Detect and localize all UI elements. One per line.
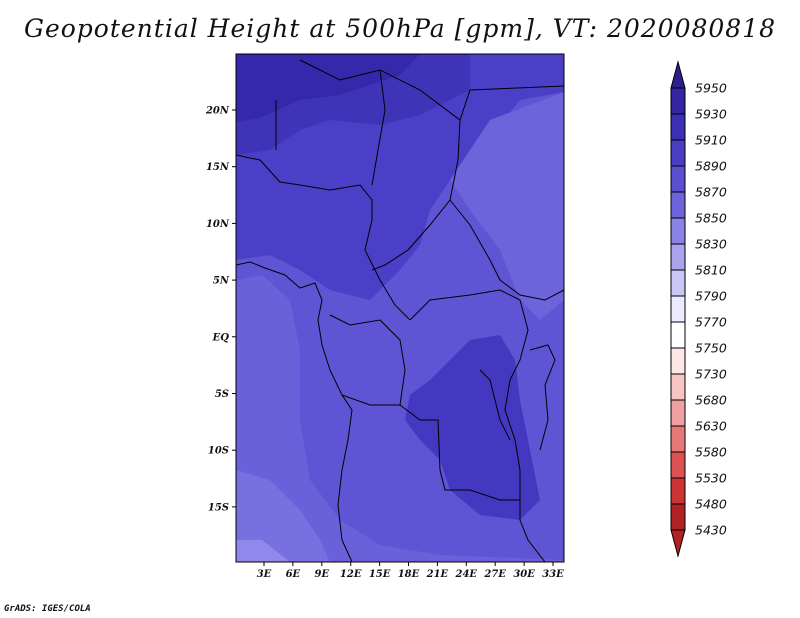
lon-label: 6E <box>286 569 301 580</box>
lat-label: 5S <box>215 389 229 400</box>
colorbar-segment <box>670 217 686 245</box>
colorbar-label: 5630 <box>695 419 727 434</box>
colorbar-segment <box>670 373 686 401</box>
colorbar: 5950 5930 5910 5890 5870 5850 5830 5810 5790 5770… <box>670 60 727 558</box>
lat-label: 15S <box>208 502 229 513</box>
colorbar-segment <box>670 243 686 271</box>
lon-label: 18E <box>398 569 420 580</box>
colorbar-label: 5810 <box>695 263 727 278</box>
colorbar-label: 5530 <box>695 471 727 486</box>
lat-label: 10N <box>206 219 230 230</box>
lon-label: 33E <box>542 569 564 580</box>
map-frame <box>235 53 565 563</box>
colorbar-segment <box>670 347 686 375</box>
lat-label: 5N <box>213 276 230 287</box>
colorbar-label: 5430 <box>695 523 727 538</box>
colorbar-label: 5890 <box>695 159 727 174</box>
lon-label: 9E <box>315 569 330 580</box>
colorbar-label: 5480 <box>695 497 727 512</box>
lon-label: 12E <box>340 569 362 580</box>
colorbar-segment <box>670 425 686 453</box>
colorbar-segment <box>670 451 686 479</box>
colorbar-label: 5680 <box>695 393 727 408</box>
colorbar-bottom-arrow <box>670 529 686 558</box>
colorbar-segment <box>670 503 686 531</box>
colorbar-segment <box>670 113 686 141</box>
country-borders <box>236 59 564 562</box>
colorbar-segment <box>670 269 686 297</box>
height-field <box>236 54 564 562</box>
colorbar-segment <box>670 477 686 505</box>
colorbar-label: 5950 <box>695 81 727 96</box>
colorbar-top-arrow <box>670 60 686 89</box>
credit-text: GrADS: IGES/COLA <box>4 604 91 614</box>
colorbar-segment <box>670 191 686 219</box>
lon-label: 27E <box>483 569 506 580</box>
lat-label: EQ <box>212 332 230 343</box>
lat-label: 10S <box>208 446 229 457</box>
lon-label: 3E <box>257 569 272 580</box>
colorbar-segment <box>670 87 686 115</box>
colorbar-segment <box>670 399 686 427</box>
colorbar-label: 5750 <box>695 341 727 356</box>
lat-label: 20N <box>205 106 230 117</box>
colorbar-segment <box>670 165 686 193</box>
colorbar-segment <box>670 139 686 167</box>
colorbar-label: 5790 <box>695 289 727 304</box>
lon-label: 30E <box>513 569 535 580</box>
latitude-axis: 20N 15N 10N 5N EQ 5S 10S 15S <box>205 106 236 513</box>
colorbar-label: 5910 <box>695 133 727 148</box>
colorbar-segment <box>670 295 686 323</box>
colorbar-label: 5930 <box>695 107 727 122</box>
colorbar-label: 5580 <box>695 445 727 460</box>
colorbar-label: 5830 <box>695 237 727 252</box>
lon-label: 21E <box>426 569 449 580</box>
lon-label: 24E <box>455 569 478 580</box>
colorbar-label: 5730 <box>695 367 727 382</box>
colorbar-label: 5850 <box>695 211 727 226</box>
map-title: Geopotential Height at 500hPa [gpm], VT:… <box>23 14 777 43</box>
lon-label: 15E <box>369 569 391 580</box>
colorbar-segment <box>670 321 686 349</box>
colorbar-label: 5770 <box>695 315 727 330</box>
longitude-axis: 3E 6E 9E 12E 15E 18E 21E 24E 27E 30E 33E <box>257 562 564 580</box>
lat-label: 15N <box>206 162 230 173</box>
colorbar-label: 5870 <box>695 185 727 200</box>
